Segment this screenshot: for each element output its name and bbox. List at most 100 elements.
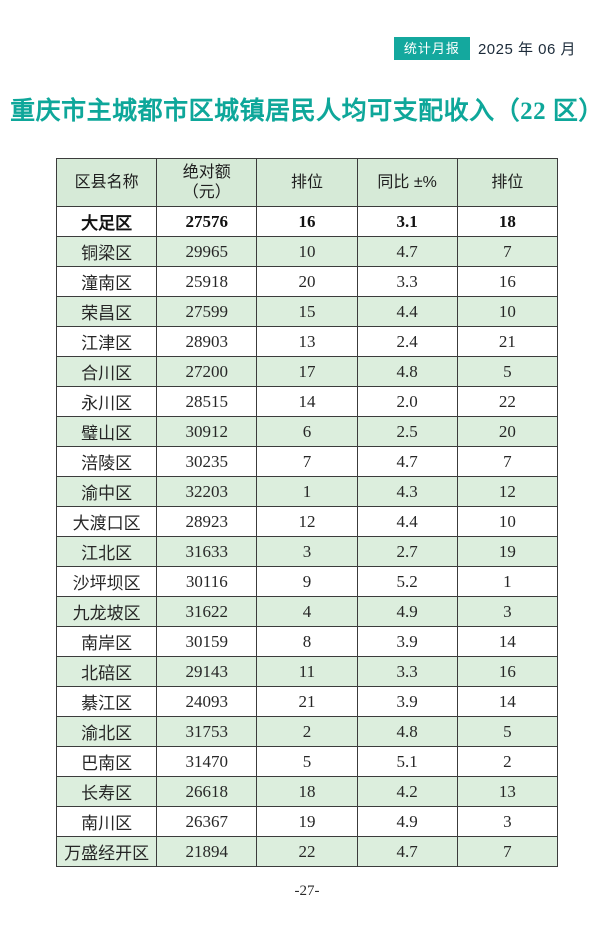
value-cell: 13 (456, 776, 559, 807)
value-cell: 2.5 (356, 416, 458, 447)
value-cell: 4.9 (356, 806, 458, 837)
district-name-cell: 潼南区 (55, 266, 158, 297)
value-cell: 5 (456, 716, 559, 747)
district-name-cell: 万盛经开区 (55, 836, 158, 867)
value-cell: 4.7 (356, 236, 458, 267)
value-cell: 16 (456, 266, 559, 297)
value-cell: 7 (256, 446, 358, 477)
district-name-cell: 长寿区 (55, 776, 158, 807)
value-cell: 4.8 (356, 356, 458, 387)
value-cell: 29965 (156, 236, 258, 267)
value-cell: 29143 (156, 656, 258, 687)
value-cell: 30159 (156, 626, 258, 657)
table-row: 铜梁区 29965 10 4.7 7 (55, 236, 559, 267)
value-cell: 1 (456, 566, 559, 597)
column-header-0: 区县名称 (55, 158, 158, 207)
value-cell: 12 (256, 506, 358, 537)
value-cell: 3.9 (356, 686, 458, 717)
table-row: 渝中区 32203 1 4.3 12 (55, 476, 559, 507)
table-row: 荣昌区 27599 15 4.4 10 (55, 296, 559, 327)
value-cell: 4.7 (356, 446, 458, 477)
value-cell: 31622 (156, 596, 258, 627)
value-cell: 12 (456, 476, 559, 507)
table-row: 潼南区 25918 20 3.3 16 (55, 266, 559, 297)
district-name-cell: 渝北区 (55, 716, 158, 747)
district-name-cell: 江北区 (55, 536, 158, 567)
value-cell: 21 (256, 686, 358, 717)
column-header-1: 绝对额 （元） (156, 158, 258, 207)
value-cell: 5.2 (356, 566, 458, 597)
district-name-cell: 南岸区 (55, 626, 158, 657)
value-cell: 2.0 (356, 386, 458, 417)
value-cell: 5 (256, 746, 358, 777)
value-cell: 2.4 (356, 326, 458, 357)
value-cell: 10 (456, 506, 559, 537)
value-cell: 8 (256, 626, 358, 657)
value-cell: 27599 (156, 296, 258, 327)
value-cell: 3 (256, 536, 358, 567)
value-cell: 3.3 (356, 656, 458, 687)
value-cell: 5 (456, 356, 559, 387)
value-cell: 28923 (156, 506, 258, 537)
value-cell: 18 (456, 206, 559, 237)
value-cell: 1 (256, 476, 358, 507)
value-cell: 7 (456, 836, 559, 867)
district-name-cell: 巴南区 (55, 746, 158, 777)
value-cell: 11 (256, 656, 358, 687)
value-cell: 3 (456, 806, 559, 837)
table-row: 江北区 31633 3 2.7 19 (55, 536, 559, 567)
value-cell: 4 (256, 596, 358, 627)
value-cell: 4.4 (356, 296, 458, 327)
value-cell: 2 (456, 746, 559, 777)
value-cell: 31633 (156, 536, 258, 567)
page-title: 重庆市主城都市区城镇居民人均可支配收入（22 区） (10, 98, 604, 125)
table-row: 南川区 26367 19 4.9 3 (55, 806, 559, 837)
value-cell: 3.1 (356, 206, 458, 237)
value-cell: 21894 (156, 836, 258, 867)
table-row: 璧山区 30912 6 2.5 20 (55, 416, 559, 447)
value-cell: 4.8 (356, 716, 458, 747)
column-header-3: 同比 ±% (356, 158, 458, 207)
value-cell: 3.3 (356, 266, 458, 297)
district-name-cell: 江津区 (55, 326, 158, 357)
issue-date: 2025 年 06 月 (477, 41, 576, 58)
value-cell: 14 (456, 626, 559, 657)
value-cell: 15 (256, 296, 358, 327)
column-header-2: 排位 (256, 158, 358, 207)
table-row: 南岸区 30159 8 3.9 14 (55, 626, 559, 657)
value-cell: 22 (456, 386, 559, 417)
table-row: 北碚区 29143 11 3.3 16 (55, 656, 559, 687)
header-row: 区县名称 绝对额 （元） 排位 同比 ±% 排位 (55, 158, 559, 207)
value-cell: 20 (256, 266, 358, 297)
value-cell: 7 (456, 236, 559, 267)
value-cell: 4.3 (356, 476, 458, 507)
district-name-cell: 永川区 (55, 386, 158, 417)
value-cell: 31753 (156, 716, 258, 747)
column-header-4: 排位 (456, 158, 559, 207)
value-cell: 16 (456, 656, 559, 687)
value-cell: 20 (456, 416, 559, 447)
page-number: -27- (294, 883, 320, 899)
value-cell: 13 (256, 326, 358, 357)
value-cell: 19 (256, 806, 358, 837)
district-name-cell: 璧山区 (55, 416, 158, 447)
value-cell: 3 (456, 596, 559, 627)
value-cell: 31470 (156, 746, 258, 777)
income-table-header: 区县名称 绝对额 （元） 排位 同比 ±% 排位 (55, 158, 559, 207)
value-cell: 17 (256, 356, 358, 387)
value-cell: 27200 (156, 356, 258, 387)
value-cell: 24093 (156, 686, 258, 717)
value-cell: 30235 (156, 446, 258, 477)
value-cell: 6 (256, 416, 358, 447)
value-cell: 32203 (156, 476, 258, 507)
value-cell: 18 (256, 776, 358, 807)
value-cell: 4.4 (356, 506, 458, 537)
value-cell: 2 (256, 716, 358, 747)
value-cell: 25918 (156, 266, 258, 297)
value-cell: 27576 (156, 206, 258, 237)
table-row: 合川区 27200 17 4.8 5 (55, 356, 559, 387)
district-name-cell: 大渡口区 (55, 506, 158, 537)
table-row: 渝北区 31753 2 4.8 5 (55, 716, 559, 747)
value-cell: 22 (256, 836, 358, 867)
table-row: 巴南区 31470 5 5.1 2 (55, 746, 559, 777)
